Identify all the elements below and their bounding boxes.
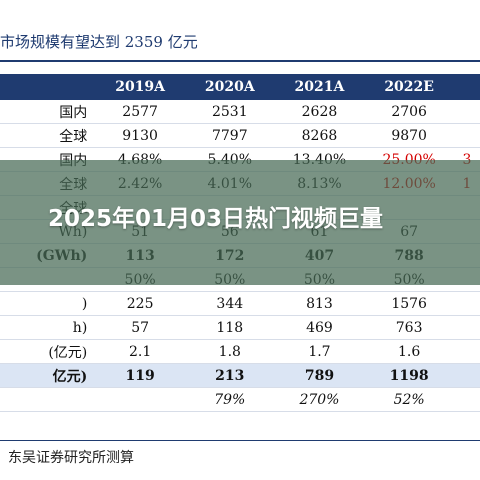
table-cell: 9130	[95, 123, 185, 148]
header-cell: 2020A	[184, 74, 275, 100]
row-label-cell: 亿元)	[0, 363, 96, 388]
table-cell	[453, 100, 480, 124]
table-cell: 2577	[95, 100, 185, 124]
table-cell: 213	[184, 363, 275, 388]
header-cell: 2021A	[274, 74, 365, 100]
table-row: 79% 270% 52%	[0, 387, 480, 412]
table-cell: 2706	[364, 100, 454, 124]
table-cell: 79%	[184, 387, 275, 412]
table-row: h) 57 118 469 763	[0, 315, 480, 340]
table-cell: 2628	[274, 100, 365, 124]
table-cell	[453, 363, 480, 388]
table-cell: 763	[364, 315, 454, 340]
table-cell: 118	[184, 315, 275, 340]
overlay-title: 2025年01月03日热门视频巨量	[48, 206, 384, 232]
table-cell: 789	[274, 363, 365, 388]
table-cell: 2.1	[95, 339, 185, 364]
overlay-band	[0, 160, 480, 285]
table-cell: 52%	[364, 387, 454, 412]
row-label-cell: (亿元)	[0, 339, 96, 364]
table-cell: 119	[95, 363, 185, 388]
title-divider	[0, 60, 480, 62]
table-cell	[95, 387, 185, 412]
header-cell: 2019A	[95, 74, 185, 100]
table-cell	[453, 123, 480, 148]
table-cell	[453, 315, 480, 340]
table-cell: 1.8	[184, 339, 275, 364]
source-divider	[0, 440, 480, 441]
row-label-cell: )	[0, 291, 96, 316]
table-cell	[453, 339, 480, 364]
row-label-cell: h)	[0, 315, 96, 340]
table-row: (亿元) 2.1 1.8 1.7 1.6	[0, 339, 480, 364]
table-cell	[453, 387, 480, 412]
table-row: 亿元) 119 213 789 1198	[0, 363, 480, 388]
row-label-cell: 国内	[0, 100, 96, 124]
table-row: 国内 2577 2531 2628 2706	[0, 100, 480, 124]
table-cell: 2531	[184, 100, 275, 124]
table-cell: 469	[274, 315, 365, 340]
table-cell: 7797	[184, 123, 275, 148]
row-label-cell	[0, 387, 96, 412]
table-cell: 813	[274, 291, 365, 316]
table-header-row: 2019A 2020A 2021A 2022E	[0, 74, 480, 100]
table-cell	[453, 291, 480, 316]
table-row: 全球 9130 7797 8268 9870	[0, 123, 480, 148]
table-cell: 1198	[364, 363, 454, 388]
header-cell	[453, 74, 480, 100]
table-cell: 1.7	[274, 339, 365, 364]
table-cell: 57	[95, 315, 185, 340]
table-cell: 270%	[274, 387, 365, 412]
table-row: ) 225 344 813 1576	[0, 291, 480, 316]
table-cell: 1576	[364, 291, 454, 316]
table-cell: 1.6	[364, 339, 454, 364]
table-cell: 9870	[364, 123, 454, 148]
table-cell: 225	[95, 291, 185, 316]
header-cell: 2022E	[364, 74, 454, 100]
table-cell: 8268	[274, 123, 365, 148]
row-label-cell: 全球	[0, 123, 96, 148]
source-note: 东吴证券研究所测算	[8, 450, 134, 466]
table-cell: 344	[184, 291, 275, 316]
document-title: 市场规模有望达到 2359 亿元	[0, 33, 198, 51]
header-cell	[0, 74, 96, 100]
